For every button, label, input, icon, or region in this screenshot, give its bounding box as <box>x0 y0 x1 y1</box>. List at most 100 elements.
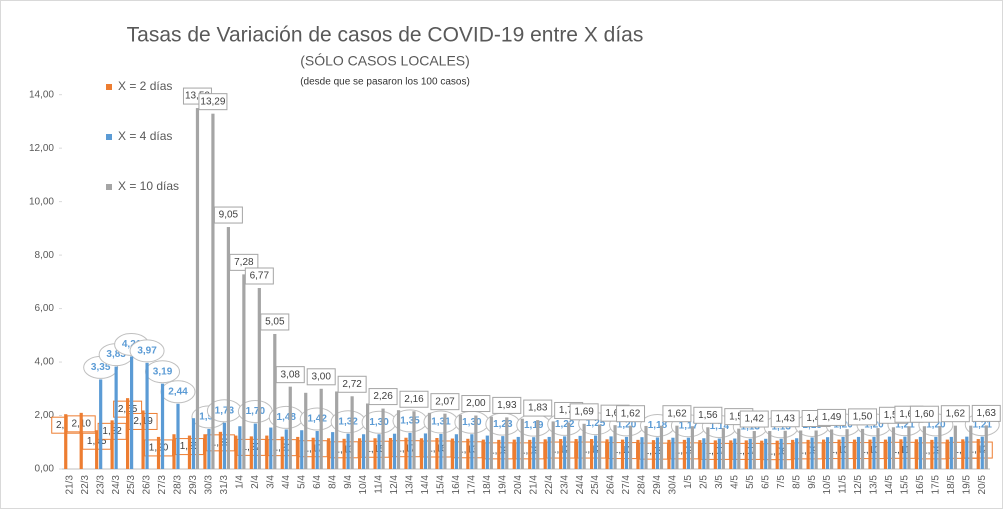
bar <box>590 439 594 469</box>
data-label: 1,42 <box>307 414 327 425</box>
bar <box>899 439 903 469</box>
x-tick-label: 5/5 <box>745 475 756 489</box>
bar <box>528 439 532 469</box>
bar <box>145 362 149 469</box>
bar <box>505 417 509 469</box>
x-tick-label: 1/5 <box>683 475 694 489</box>
bar <box>887 436 892 469</box>
bar <box>358 438 362 469</box>
bar <box>682 439 686 469</box>
bar <box>222 422 226 469</box>
bar <box>226 227 230 469</box>
bar <box>876 428 880 469</box>
data-label: 1,50 <box>199 412 219 423</box>
data-label: 1,19 <box>524 420 544 431</box>
bar <box>284 429 288 469</box>
x-tick-label: 23/3 <box>95 475 106 495</box>
data-label: 1,14 <box>710 421 730 432</box>
bar <box>481 439 485 469</box>
bar <box>520 418 524 469</box>
bar <box>934 436 938 469</box>
data-label: 1,50 <box>853 412 873 423</box>
y-tick-label: 2,00 <box>35 410 55 421</box>
data-label: 1,49 <box>822 412 842 423</box>
x-tick-label: 1/4 <box>235 475 246 489</box>
data-label: 1,62 <box>667 408 687 419</box>
x-tick-label: 30/4 <box>668 475 679 495</box>
x-tick-label: 12/4 <box>389 475 400 495</box>
data-label-box <box>739 410 769 428</box>
data-label: 1,42 <box>745 414 765 425</box>
data-label: 1,60 <box>899 409 919 420</box>
data-label: 3,08 <box>281 369 301 380</box>
bar <box>918 436 922 469</box>
data-label: 6,77 <box>250 271 270 282</box>
data-label: 13,50 <box>185 91 210 102</box>
x-tick-label: 27/4 <box>621 475 632 495</box>
x-tick-label: 24/3 <box>111 475 122 495</box>
x-tick-label: 13/5 <box>869 475 880 495</box>
x-tick-label: 17/5 <box>931 475 942 495</box>
data-label: 1,62 <box>946 408 966 419</box>
bar <box>95 430 99 469</box>
legend-swatch <box>106 134 112 140</box>
x-tick-label: 27/3 <box>157 475 168 495</box>
bar <box>698 440 702 469</box>
bar <box>273 333 277 469</box>
bar <box>377 434 381 469</box>
data-label: 1,32 <box>338 416 358 427</box>
bar <box>628 425 633 469</box>
x-tick-label: 24/4 <box>575 475 586 495</box>
bar <box>563 436 567 469</box>
data-label: 7,28 <box>234 257 254 268</box>
x-tick-label: 20/4 <box>513 475 524 495</box>
bar <box>872 436 876 469</box>
bar <box>559 439 563 469</box>
bar <box>837 439 841 469</box>
bar <box>822 439 826 469</box>
x-tick-label: 2/4 <box>250 475 261 489</box>
bar <box>690 426 694 469</box>
data-label: 1,64 <box>605 408 625 419</box>
y-tick-label: 0,00 <box>35 464 55 475</box>
x-tick-label: 3/5 <box>714 475 725 489</box>
bar <box>810 437 814 469</box>
bar <box>640 437 644 469</box>
x-tick-label: 31/3 <box>219 475 230 495</box>
bar <box>331 432 335 469</box>
bar <box>350 396 354 469</box>
chart-note: (desde que se pasaron los 100 casos) <box>300 77 470 88</box>
data-label: 1,62 <box>621 408 641 419</box>
bar <box>949 436 953 469</box>
bar <box>466 438 470 469</box>
x-tick-label: 29/4 <box>652 475 663 495</box>
data-label-box <box>662 405 692 423</box>
x-tick-label: 7/5 <box>776 475 787 489</box>
x-tick-label: 4/5 <box>729 475 740 489</box>
x-tick-label: 15/4 <box>436 475 447 495</box>
bar <box>830 429 834 469</box>
bar <box>265 435 269 469</box>
bar <box>768 431 772 469</box>
x-tick-label: 10/5 <box>822 475 833 495</box>
bar <box>485 435 489 469</box>
data-label: 13,29 <box>200 96 225 107</box>
bar <box>315 431 319 469</box>
bar <box>249 436 253 469</box>
bar <box>799 430 803 469</box>
data-label: 5,05 <box>265 317 285 328</box>
bar <box>713 440 717 469</box>
bar <box>300 430 304 469</box>
bar <box>238 426 242 469</box>
bar <box>717 438 721 469</box>
data-label-box <box>848 408 878 426</box>
bar <box>381 408 385 469</box>
x-tick-label: 19/4 <box>497 475 508 495</box>
chart-subtitle: (SÓLO CASOS LOCALES) <box>300 53 470 69</box>
bar <box>195 108 200 469</box>
data-label-box <box>971 404 1001 422</box>
x-tick-label: 25/4 <box>590 475 601 495</box>
bar <box>578 435 582 469</box>
bar <box>609 436 613 469</box>
bar <box>532 437 536 469</box>
